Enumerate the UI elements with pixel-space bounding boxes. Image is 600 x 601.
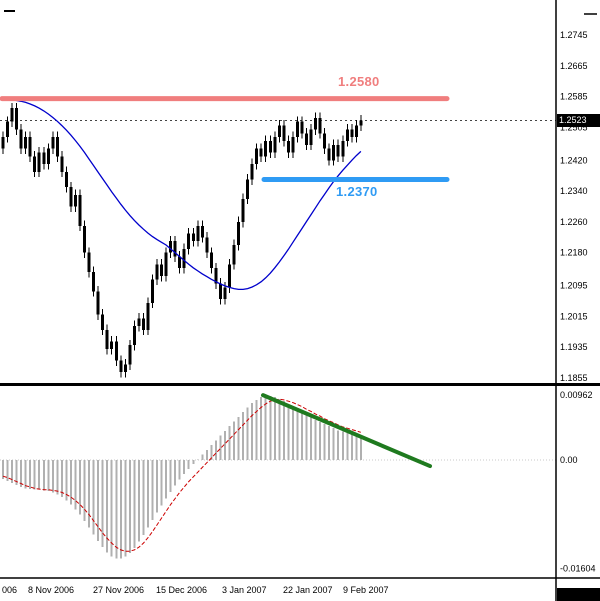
moving-average-line — [3, 98, 362, 291]
date-axis-label: 22 Jan 2007 — [283, 585, 333, 595]
price-axis-label: 1.2585 — [560, 92, 588, 102]
price-axis-label: 1.2665 — [560, 61, 588, 71]
price-axis-label: 1.2505 — [560, 123, 588, 133]
price-axis-label: 1.2745 — [560, 30, 588, 40]
macd-histogram — [2, 395, 362, 559]
resistance-price-label[interactable]: 1.2580 — [338, 74, 380, 89]
indicator-axis-label: 0.00 — [560, 455, 578, 465]
price-axis-labels: 1.2745 1.2665 1.2585 1.2505 1.2420 1.2340 1.22… — [560, 30, 588, 383]
indicator-axis-label: 0.00962 — [560, 390, 593, 400]
price-axis-label: 1.2095 — [560, 281, 588, 291]
candlesticks — [1, 102, 363, 378]
price-axis-label: 1.1935 — [560, 342, 588, 352]
price-axis-label: 1.1855 — [560, 373, 588, 383]
support-price-label[interactable]: 1.2370 — [336, 184, 378, 199]
date-axis-label: 006 — [2, 585, 17, 595]
price-axis-label: 1.2260 — [560, 217, 588, 227]
date-axis-label: 15 Dec 2006 — [156, 585, 207, 595]
current-price-tag: 1.2523 — [557, 114, 600, 127]
axis-corner-box — [557, 588, 600, 601]
macd-trendline[interactable] — [261, 393, 432, 469]
price-axis-label: 1.2015 — [560, 311, 588, 321]
price-axis-label: 1.2420 — [560, 155, 588, 165]
date-axis-label: 8 Nov 2006 — [28, 585, 74, 595]
indicator-axis-labels: 0.00962 0.00 -0.01604 — [560, 390, 596, 573]
price-axis-label: 1.2180 — [560, 248, 588, 258]
price-axis-label: 1.2340 — [560, 186, 588, 196]
date-axis-label: 27 Nov 2006 — [93, 585, 144, 595]
date-axis-labels: 006 8 Nov 2006 27 Nov 2006 15 Dec 2006 3 Jan… — [2, 585, 389, 595]
date-axis-label: 3 Jan 2007 — [222, 585, 267, 595]
indicator-axis-label: -0.01604 — [560, 563, 596, 573]
price-axis-background — [557, 0, 600, 601]
panel-separator[interactable] — [0, 383, 600, 386]
date-axis-label: 9 Feb 2007 — [343, 585, 389, 595]
macd-signal-line — [2, 398, 362, 552]
